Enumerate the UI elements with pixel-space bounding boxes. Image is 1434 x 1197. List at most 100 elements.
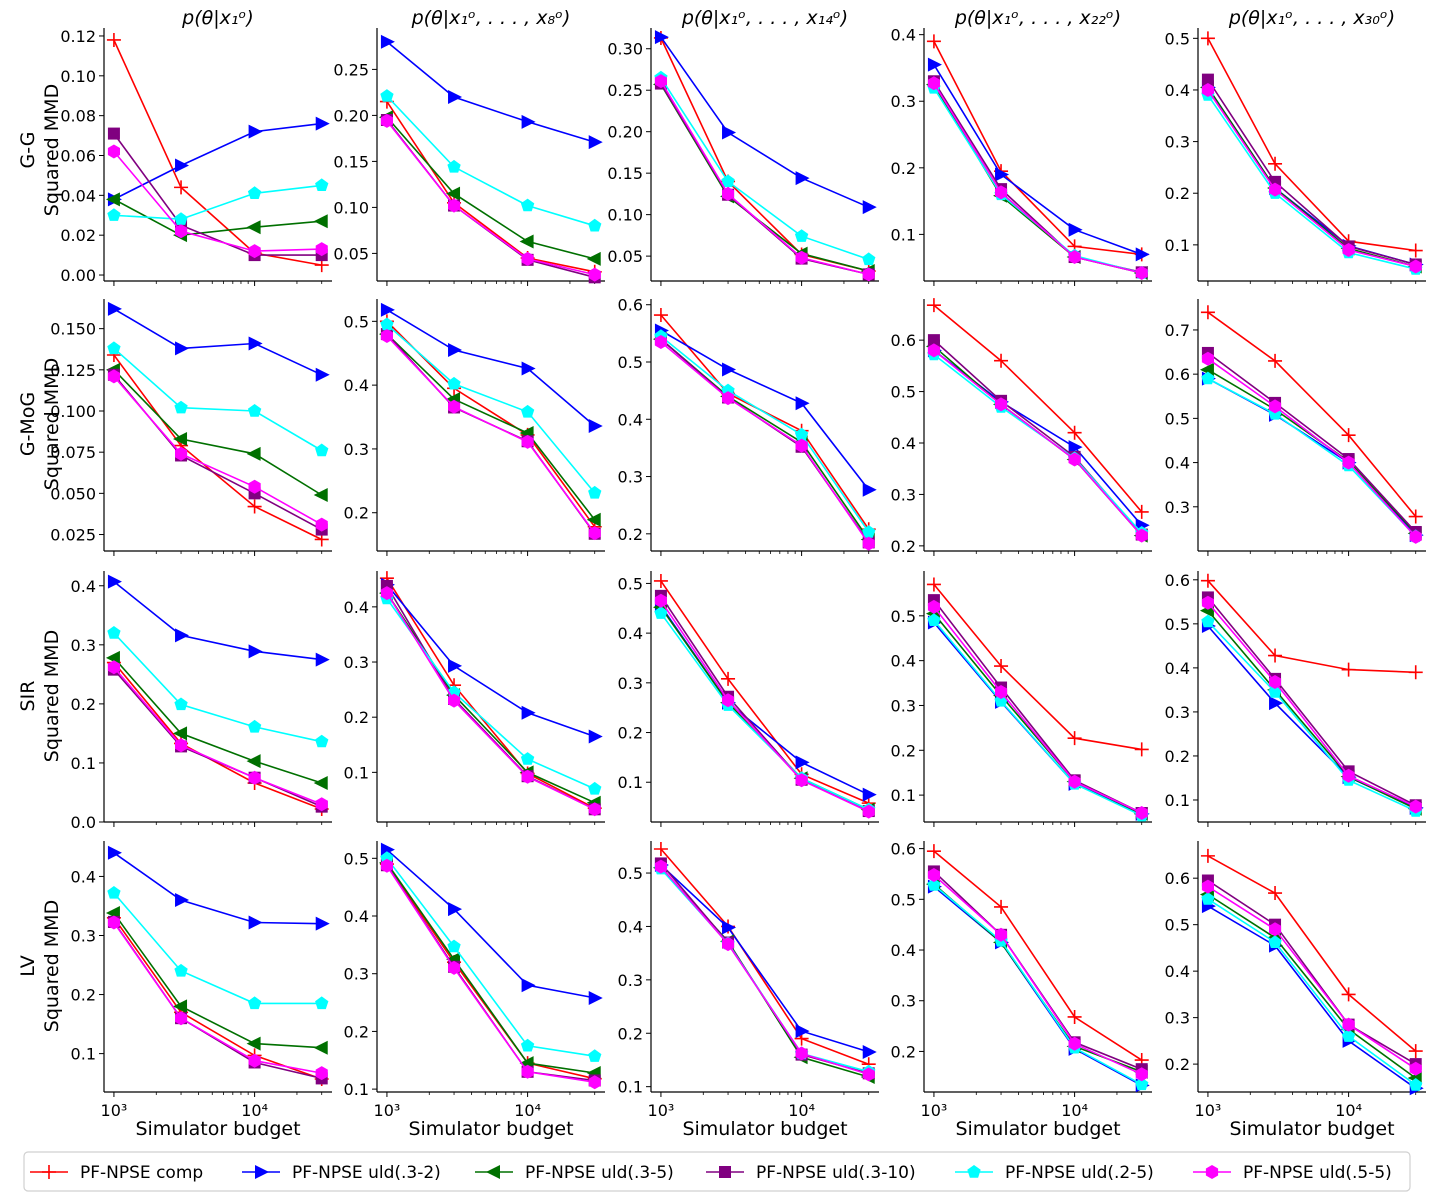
panel-gg-3-ytick-label: 0.15	[607, 164, 643, 183]
panel-gg-3-series-uld-5-5	[654, 74, 875, 282]
panel-gg-1-series-uld-2-5-point	[315, 178, 329, 191]
panel-sir-4-series-uld-3-10	[927, 594, 1148, 820]
panel-gg-1-series-uld-5-5-line	[113, 150, 322, 252]
panel-lv-5-series-comp-line	[1207, 855, 1417, 1052]
panel-lv-4-series-uld-3-2	[927, 879, 1150, 1093]
panel-gmog-2-series-uld-3-2	[380, 302, 603, 433]
panel-gg-1-series-uld-2-5	[107, 178, 329, 225]
panel-lv-4-series-uld-3-5-line	[933, 883, 1142, 1073]
panel-gmog-3-series-uld-2-5	[654, 329, 876, 538]
panel-gmog-1-series-uld-2-5	[107, 341, 329, 457]
panel-lv-1-series-uld-2-5-point	[247, 996, 262, 1010]
panel-gmog-5-series-uld-5-5	[1201, 351, 1422, 544]
legend-label: PF-NPSE comp	[80, 1163, 203, 1183]
row-label-gmog: G-MoG Squared MMD	[17, 358, 63, 490]
panel-gmog-5-series-uld-3-5	[1199, 362, 1422, 541]
panel-gmog-4-series-comp	[926, 298, 1149, 519]
panel-gg-4-ytick-label: 0.3	[891, 92, 916, 111]
panel-sir-1-series-uld-3-2-point	[248, 644, 263, 659]
panel-lv-1-series-uld-3-2	[107, 845, 330, 931]
panel-sir-5: 0.1 0.2 0.3 0.4 0.5 0.6	[1165, 571, 1426, 827]
panel-sir-4-ytick-label: 0.3	[891, 696, 916, 715]
panel-sir-5-series-comp-point	[1341, 662, 1356, 677]
panel-gmog-4-ytick-label: 0.6	[891, 331, 916, 350]
panel-gg-4-series-uld-5-5-line	[933, 82, 1142, 274]
panel-sir-4-series-uld-3-5-line	[933, 613, 1143, 815]
panel-lv-4-series-uld-5-5	[927, 868, 1148, 1082]
panel-gmog-4-series-uld-3-10-line	[933, 339, 1143, 536]
panel-gg-3-series-uld-3-2-line	[660, 36, 870, 208]
panel-lv-5-series-uld-2-5-point	[1201, 892, 1215, 905]
panel-gg-2-series-uld-3-5-point	[519, 234, 534, 249]
panel-sir-3-ytick-label: 0.5	[618, 574, 643, 593]
panel-sir-4-series-uld-2-5-line	[933, 619, 1143, 817]
panel-gmog-1-series-uld-3-2-point	[107, 301, 122, 316]
panel-gg-1-series-uld-2-5-point	[174, 212, 188, 225]
panel-sir-3-series-uld-5-5	[654, 593, 875, 819]
panel-gg-4-series-uld-3-2-point	[1135, 247, 1150, 262]
panel-sir-4: 0.1 0.2 0.3 0.4 0.5	[891, 571, 1152, 827]
panel-lv-5-series-uld-5-5-point	[1342, 1017, 1355, 1032]
panel-gg-5-series-comp-line	[1207, 37, 1416, 252]
panel-gmog-1-series-uld-3-5-point	[173, 432, 188, 446]
panel-gmog-2-series-uld-3-5-point	[586, 512, 601, 527]
panel-sir-4-series-comp-point	[1067, 731, 1082, 746]
panel-gmog-5-series-comp-point	[1268, 353, 1283, 368]
panel-gmog-2-series-uld-5-5	[380, 329, 601, 541]
panel-lv-4-xtick-label: 10³	[921, 1101, 948, 1120]
panel-sir-2-series-uld-3-2-point	[448, 658, 463, 673]
panel-gmog-3-series-comp-point	[653, 308, 668, 323]
panel-sir-1-series-uld-5-5-line	[113, 666, 322, 806]
panel-lv-3-series-uld-3-2-line	[660, 864, 869, 1053]
panel-gmog-1-series-uld-2-5-point	[315, 443, 329, 457]
legend-swatch-marker	[967, 1165, 981, 1178]
panel-gg-4-ytick-label: 0.1	[891, 225, 916, 244]
panel-sir-1-series-uld-2-5-point	[107, 626, 121, 639]
panel-lv-5-series-uld-2-5-line	[1207, 898, 1417, 1086]
panel-lv-2-ytick-label: 0.2	[344, 1022, 369, 1041]
panel-lv-2: 0.1 0.2 0.3 0.4 0.5 10³ 10⁴	[344, 841, 605, 1120]
panel-sir-2-series-uld-3-2-point	[521, 705, 536, 720]
panel-sir-1-series-comp-line	[113, 661, 322, 810]
panel-gmog-1-ytick-label: 0.075	[50, 443, 96, 462]
panel-sir-5-series-uld-2-5-point	[1201, 614, 1215, 628]
panel-lv-3-series-uld-5-5-point	[722, 937, 735, 952]
panel-gmog-4-series-comp-point	[994, 353, 1009, 368]
panel-gmog-1: 0.025 0.050 0.075 0.100 0.125 0.150	[50, 299, 332, 556]
panel-gmog-3-series-uld-3-2	[654, 323, 877, 497]
panel-gg-3-series-uld-3-2-point	[795, 171, 810, 186]
panel-lv-2-series-uld-5-5-line	[386, 865, 595, 1083]
panel-lv-1-series-uld-5-5-point	[248, 1053, 261, 1068]
panel-gmog-2-series-uld-5-5-point	[521, 434, 534, 449]
panel-lv-3-series-uld-3-2	[654, 858, 877, 1059]
legend-item-uld-3-10: PF-NPSE uld(.3-10)	[706, 1163, 916, 1183]
panel-gmog-1-ytick-label: 0.150	[50, 320, 96, 339]
panel-gg-1: 0.00 0.02 0.04 0.06 0.08 0.10 0.12	[60, 27, 332, 286]
panel-gmog-2-ytick-label: 0.5	[344, 312, 369, 331]
panel-gg-3-ytick-label: 0.05	[607, 247, 643, 266]
panel-lv-2-xtick-label: 10⁴	[514, 1101, 541, 1120]
panel-sir-5-ytick-label: 0.2	[1165, 747, 1190, 766]
panel-sir-1-series-uld-2-5-point	[315, 734, 329, 748]
panel-sir-5-series-comp	[1200, 573, 1423, 680]
panel-lv-2-series-uld-3-10-line	[386, 864, 595, 1082]
panel-sir-2-series-comp	[379, 571, 602, 816]
panel-sir-1-ytick-label: 0.1	[71, 754, 96, 773]
legend-swatch-marker	[486, 1165, 500, 1179]
panel-gmog-1-series-uld-2-5-point	[107, 341, 121, 355]
row-label-sir: SIR Squared MMD	[17, 630, 63, 762]
panel-gg-1-series-uld-3-2-line	[113, 122, 322, 201]
panel-gmog-1-series-uld-3-10	[107, 368, 328, 536]
panel-gmog-5-series-uld-3-10-line	[1207, 352, 1417, 533]
panel-gg-3-series-uld-3-2-point	[862, 200, 877, 215]
panel-lv-1-series-comp	[106, 910, 329, 1087]
panel-sir-1-ytick-label: 0.3	[71, 636, 96, 655]
panel-gg-1-series-uld-3-5-point	[105, 192, 120, 207]
panel-gmog-3-series-uld-3-2-point	[722, 362, 737, 377]
panel-gmog-4-series-uld-2-5-line	[933, 353, 1143, 534]
panel-gg-3-series-uld-3-5	[652, 77, 875, 279]
panel-lv-2-series-comp-line	[386, 863, 595, 1080]
panel-gg-5-series-uld-3-2-line	[1207, 86, 1416, 266]
panel-lv-3-series-comp-point	[653, 842, 668, 857]
col-title-4: p(θ|x₁ᵒ, . . . , x₂₂ᵒ)	[954, 7, 1121, 29]
